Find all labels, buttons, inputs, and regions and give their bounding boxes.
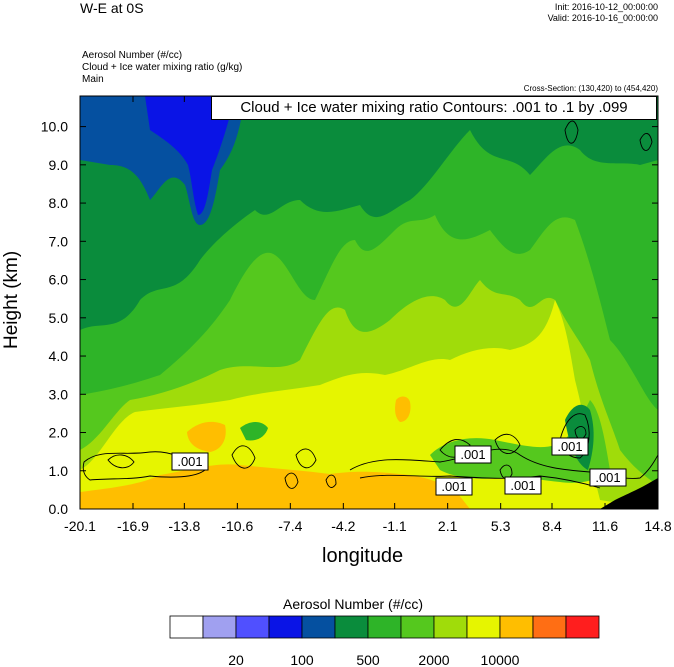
colorbar: 20 100 500 2000 10000 xyxy=(169,615,600,667)
y-tick-label: 6.0 xyxy=(49,272,69,288)
cross-section-label: Cross-Section: (130,420) to (454,420) xyxy=(523,84,658,93)
contour-label: .001 xyxy=(441,479,466,494)
y-tick-label: 4.0 xyxy=(49,348,69,364)
field-label-cloud-ice: Cloud + Ice water mixing ratio (g/kg) xyxy=(82,62,243,73)
contour-label: .001 xyxy=(510,478,535,493)
x-tick-label: 2.1 xyxy=(438,518,458,534)
colorbar-label: 2000 xyxy=(418,652,449,667)
colorbar-swatch xyxy=(169,615,204,639)
contour-label: .001 xyxy=(177,454,202,469)
x-tick-label: -13.8 xyxy=(168,518,200,534)
x-tick-label: -10.6 xyxy=(221,518,253,534)
valid-time: Valid: 2016-10-16_00:00:00 xyxy=(547,13,658,23)
x-axis: -20.1 -16.9 -13.8 -10.6 -7.4 -4.2 -1.1 2.1 5.3 8.… xyxy=(64,96,672,534)
y-tick-label: 8.0 xyxy=(49,195,69,211)
colorbar-swatch xyxy=(565,615,600,639)
colorbar-label: 10000 xyxy=(481,652,520,667)
y-tick-label: 2.0 xyxy=(49,425,69,441)
y-tick-label: 3.0 xyxy=(49,386,69,402)
y-tick-label: 0.0 xyxy=(49,501,69,517)
x-tick-label: -1.1 xyxy=(383,518,407,534)
cloud-ice-contour-lines xyxy=(82,120,658,489)
contour-label: .001 xyxy=(595,470,620,485)
init-time: Init: 2016-10-12_00:00:00 xyxy=(554,2,658,12)
colorbar-swatch xyxy=(433,615,468,639)
plot-title: W-E at 0S xyxy=(80,0,144,16)
colorbar-swatch xyxy=(268,615,303,639)
x-tick-label: -4.2 xyxy=(331,518,355,534)
colorbar-label: 20 xyxy=(228,652,244,667)
x-tick-label: -16.9 xyxy=(117,518,149,534)
field-label-aerosol: Aerosol Number (#/cc) xyxy=(82,50,183,61)
colorbar-swatch xyxy=(334,615,369,639)
contour-label: .001 xyxy=(460,447,485,462)
colorbar-swatch xyxy=(466,615,501,639)
colorbar-swatch xyxy=(367,615,402,639)
colorbar-label: 100 xyxy=(290,652,314,667)
y-tick-label: 10.0 xyxy=(41,119,68,135)
y-tick-label: 5.0 xyxy=(49,310,69,326)
colorbar-swatch xyxy=(202,615,237,639)
y-tick-label: 1.0 xyxy=(49,463,69,479)
x-tick-label: 11.6 xyxy=(592,518,618,534)
colorbar-swatch xyxy=(235,615,270,639)
colorbar-swatch xyxy=(499,615,534,639)
x-tick-label: 5.3 xyxy=(491,518,511,534)
colorbar-title: Aerosol Number (#/cc) xyxy=(283,596,424,612)
colorbar-swatch xyxy=(400,615,435,639)
contour-labels: .001 .001 .001 .001 .001 .001 xyxy=(171,437,627,496)
y-axis: 0.0 1.0 2.0 3.0 4.0 5.0 6.0 7.0 8.0 9.0 10.0 xyxy=(41,119,658,517)
colorbar-swatch xyxy=(532,615,567,639)
x-tick-label: -20.1 xyxy=(64,518,96,534)
contour-info-box: Cloud + Ice water mixing ratio Contours:… xyxy=(211,96,657,120)
field-label-main: Main xyxy=(82,74,104,85)
colorbar-swatch xyxy=(301,615,336,639)
x-axis-label: longitude xyxy=(322,545,404,567)
y-axis-label: Height (km) xyxy=(1,250,22,349)
x-tick-label: 8.4 xyxy=(542,518,562,534)
y-tick-label: 7.0 xyxy=(49,233,69,249)
colorbar-label: 500 xyxy=(356,652,380,667)
x-tick-label: -7.4 xyxy=(278,518,302,534)
y-tick-label: 9.0 xyxy=(49,157,69,173)
contour-label: .001 xyxy=(557,439,582,454)
x-tick-label: 14.8 xyxy=(644,518,671,534)
